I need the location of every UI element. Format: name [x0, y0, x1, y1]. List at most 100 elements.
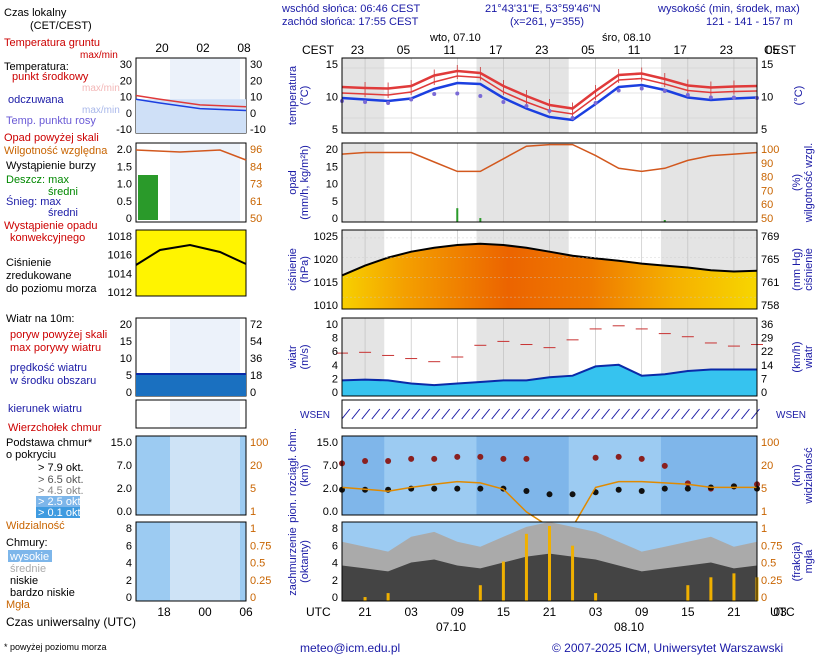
- wind-arrow: [461, 408, 471, 420]
- left-night-rain: [170, 143, 240, 222]
- tick-right-clouds: 1: [761, 523, 767, 535]
- wind-arrow: [721, 408, 730, 420]
- left-right-tick-temp: -10: [250, 124, 266, 136]
- wind-arrow: [601, 408, 610, 420]
- dew-point: [409, 97, 414, 102]
- dew-point: [662, 89, 667, 93]
- legend-rain: Opad powyżej skali Wilgotność względna W…: [4, 132, 108, 244]
- utc-left: UTC: [306, 605, 331, 619]
- wind-arrow: [511, 408, 521, 420]
- date1-label: 07.10: [436, 620, 466, 634]
- wind-arrow: [391, 408, 401, 420]
- legend-high: wysokie: [9, 551, 49, 563]
- hour-bottom-1: 03: [404, 605, 418, 619]
- compass-left: WSEN: [300, 410, 330, 421]
- left-hour-top-0: 20: [155, 41, 169, 55]
- dew-point: [478, 94, 483, 98]
- legend-vlow: bardzo niskie: [10, 587, 75, 599]
- panel-cloudbase: 15.0 7.0 2.0 0.0 100 20 5 1 pion. rozciągł. chm.…: [287, 428, 815, 533]
- dew-point: [593, 101, 598, 105]
- panel-direction: [341, 399, 760, 429]
- left-right-tick-rain: 50: [250, 213, 262, 225]
- legend-dew: Temp. punktu rosy: [6, 115, 96, 127]
- wind-arrow: [551, 408, 561, 420]
- local-time-sub: (CET/CEST): [30, 20, 92, 32]
- dew-point: [685, 93, 690, 97]
- legend-storm: Wystąpienie burzy: [6, 160, 96, 172]
- tick-right-clouds: 0: [761, 592, 767, 604]
- tick-left-cloudbase: 2.0: [323, 483, 338, 495]
- left-night-cloudbase: [170, 436, 240, 515]
- tick-right-cloudbase: 20: [761, 460, 773, 472]
- wind-arrow: [411, 408, 421, 420]
- left-tick-cloudbase: 2.0: [117, 483, 132, 495]
- pressure-line: [341, 242, 758, 277]
- axis-right-label-cloudbase: widzialność: [803, 447, 815, 505]
- left-right-tick-wind: 36: [250, 353, 262, 365]
- axis-right-label-wind: wiatr: [803, 345, 815, 370]
- left-panel-bg-pressure: [136, 230, 246, 296]
- legend-ground-temp: Temperatura gruntu: [4, 37, 100, 49]
- legend-clouds-title: Chmury:: [6, 537, 48, 549]
- cloud-base-dot: [730, 483, 737, 490]
- tick-right-wind: 14: [761, 360, 773, 372]
- hour-bottom-5: 03: [589, 605, 603, 619]
- left-tick-cloudbase: 7.0: [117, 460, 132, 472]
- legend-fog: Mgła: [6, 599, 31, 611]
- left-right-tick-temp: 30: [250, 59, 262, 71]
- precip-bar: [479, 218, 482, 222]
- wind-arrow: [701, 408, 710, 420]
- left-right-tick-wind: 18: [250, 370, 262, 382]
- tick-right-rain: 60: [761, 199, 773, 211]
- axis-label-wind: wiatr: [287, 345, 299, 370]
- left-night-direction: [170, 400, 240, 428]
- left-right-tick-clouds: 0: [250, 592, 256, 604]
- cloud-base-dot: [661, 485, 668, 492]
- left-right-tick-clouds: 0.75: [250, 540, 271, 552]
- wind-arrow: [681, 408, 690, 420]
- left-panel-border-direction: [135, 399, 247, 429]
- wind-arrow: [641, 408, 650, 420]
- left-right-tick-temp: 20: [250, 75, 262, 87]
- left-panel-wind: 20 15 10 5 0 72 54 36 18 0: [120, 317, 262, 399]
- legend-pressure-2: zredukowane: [6, 270, 71, 282]
- left-tick-temp: -10: [116, 124, 132, 136]
- axis-right-unit-temp: (°C): [793, 86, 805, 106]
- left-tick-clouds: 2: [126, 575, 132, 587]
- left-panel-direction: [135, 399, 247, 429]
- left-right-tick-clouds: 0.5: [250, 558, 265, 570]
- tick-right-clouds: 0.75: [761, 540, 782, 552]
- hour-top-6: 11: [628, 43, 641, 57]
- legend-visibility: Widzialność: [6, 520, 65, 532]
- legend-speed: prędkość wiatru: [10, 362, 87, 374]
- legend-cloud-top: Wierzchołek chmur: [8, 422, 102, 434]
- grid-text: (x=261, y=355): [510, 16, 584, 28]
- left-tick-cloudbase: 15.0: [111, 437, 132, 449]
- legend-base2: o pokryciu: [6, 449, 56, 461]
- cloud-top-dot: [477, 453, 484, 460]
- left-right-tick-wind: 0: [250, 387, 256, 399]
- left-hour-bottom-1: 00: [198, 605, 212, 619]
- email-link[interactable]: meteo@icm.edu.pl: [300, 641, 400, 655]
- dew-point: [386, 101, 391, 105]
- wind-arrow: [751, 408, 760, 420]
- wind-arrow: [471, 408, 481, 420]
- cloud-top-dot: [638, 455, 645, 462]
- axis-unit-pressure: (hPa): [299, 256, 311, 283]
- left-tick-rain: 2.0: [117, 144, 132, 156]
- left-tick-pressure: 1014: [108, 268, 132, 280]
- legend-conv2: konwekcyjnego: [10, 232, 85, 244]
- fog-bar: [363, 597, 367, 601]
- left-tick-clouds: 8: [126, 523, 132, 535]
- legend-speed2: w środku obszaru: [9, 375, 96, 387]
- fog-bar: [686, 585, 690, 601]
- precip-bar: [663, 220, 666, 222]
- tick-right-clouds: 0.5: [761, 558, 776, 570]
- axis-unit-rain: (mm/h, kg/m²h): [299, 145, 311, 220]
- dew-point: [570, 116, 575, 120]
- panel-border-pressure: [341, 229, 758, 310]
- left-hour-top-1: 02: [196, 41, 210, 55]
- legend-gust-over: poryw powyżej skali: [10, 329, 107, 341]
- left-panel-pressure: 1018 1016 1014 1012: [108, 229, 247, 299]
